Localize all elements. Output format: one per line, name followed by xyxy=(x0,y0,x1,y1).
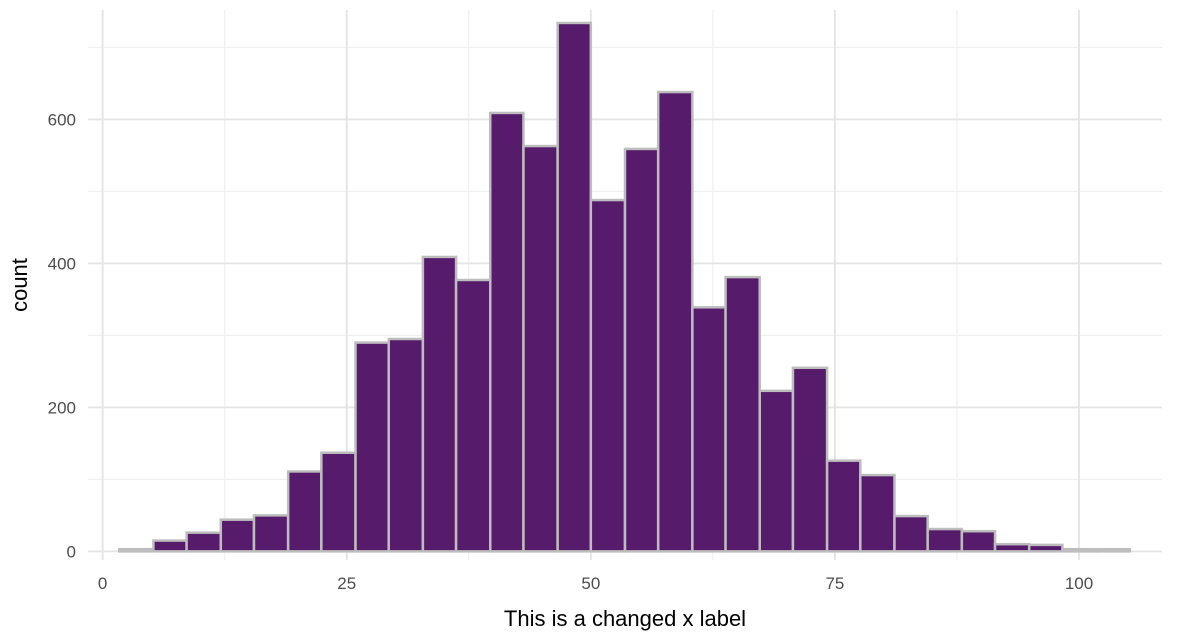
histogram-bar xyxy=(1027,543,1064,553)
histogram-bar xyxy=(421,255,458,553)
histogram-bar xyxy=(623,147,660,553)
histogram-bar xyxy=(724,275,761,553)
histogram-bar xyxy=(117,547,155,553)
tick-labels-layer: 0 25 50 75 100 0 200 400 600 xyxy=(48,110,1094,593)
histogram-bar xyxy=(656,90,694,553)
y-tick-label: 0 xyxy=(67,542,76,561)
x-axis-title: This is a changed x label xyxy=(504,606,746,631)
histogram-bar xyxy=(522,144,559,553)
y-tick-label: 200 xyxy=(48,398,76,417)
histogram-bar xyxy=(556,21,593,553)
histogram-bar xyxy=(1095,547,1132,553)
x-tick-label: 0 xyxy=(98,574,107,593)
bars-layer xyxy=(117,21,1132,553)
histogram-bar xyxy=(185,531,223,553)
histogram-bar xyxy=(320,451,357,553)
histogram-bar xyxy=(791,366,829,553)
y-axis-title: count xyxy=(7,258,32,312)
histogram-bar xyxy=(354,341,390,553)
x-tick-label: 75 xyxy=(825,574,844,593)
histogram-bar xyxy=(926,527,964,553)
histogram-bar xyxy=(825,459,862,553)
histogram-bar xyxy=(589,198,627,553)
x-tick-label: 100 xyxy=(1065,574,1093,593)
histogram-bar xyxy=(1061,547,1098,553)
histogram-bar xyxy=(286,470,323,553)
histogram-bar xyxy=(454,278,492,553)
histogram-bar xyxy=(993,542,1031,553)
histogram-bar xyxy=(893,514,929,553)
histogram-bar xyxy=(489,111,525,553)
histogram-bar xyxy=(152,539,188,553)
histogram-bar xyxy=(960,529,997,553)
x-tick-label: 25 xyxy=(337,574,356,593)
histogram-bar xyxy=(691,306,727,553)
histogram-bar xyxy=(859,473,896,553)
x-tick-label: 50 xyxy=(581,574,600,593)
histogram-bar xyxy=(252,514,290,553)
histogram-bar xyxy=(219,518,256,553)
y-tick-label: 600 xyxy=(48,110,76,129)
y-tick-label: 400 xyxy=(48,254,76,273)
histogram-bar xyxy=(387,337,425,553)
histogram-bar xyxy=(758,389,795,553)
